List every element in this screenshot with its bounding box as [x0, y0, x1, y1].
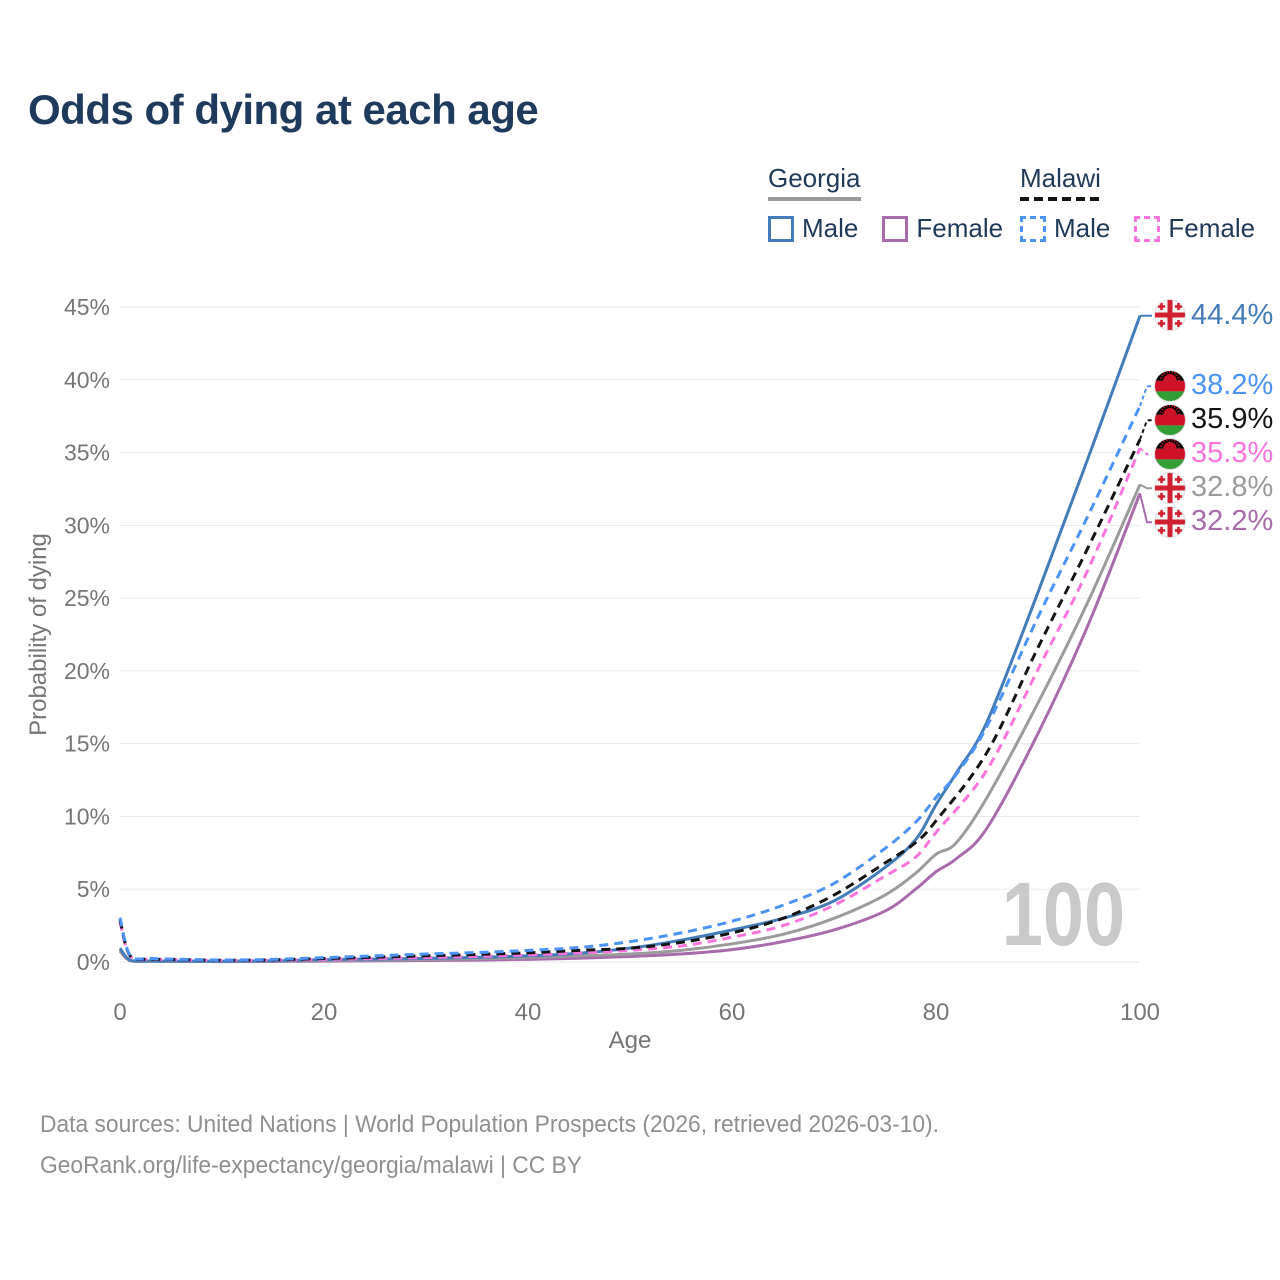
legend-country-label: Georgia	[768, 163, 861, 193]
series-end-value: 32.8%	[1191, 471, 1274, 504]
label-connector	[1139, 483, 1152, 490]
legend-item-label: Male	[1054, 213, 1111, 243]
plot-area[interactable]	[120, 267, 1140, 962]
y-tick-label: 20%	[64, 658, 110, 684]
legend-item-georgia-male[interactable]: Male	[768, 213, 858, 244]
line-malawi-overall	[118, 438, 1142, 962]
footer-data-sources: Data sources: United Nations | World Pop…	[40, 1111, 939, 1138]
end-label-malawi-female: 35.3%	[1154, 437, 1273, 470]
georgia-flag-icon	[1154, 505, 1186, 538]
legend-group-malawi: Malawi Male Female	[1020, 163, 1255, 244]
legend-country-label: Malawi	[1020, 163, 1101, 193]
footer: Data sources: United Nations | World Pop…	[40, 1104, 939, 1187]
legend-item-malawi-male[interactable]: Male	[1020, 213, 1110, 244]
y-tick-label: 30%	[64, 512, 110, 538]
y-tick-label: 40%	[64, 367, 110, 393]
malawi-flag-icon	[1154, 403, 1186, 436]
line-malawi-female	[118, 447, 1142, 962]
end-label-georgia-female: 32.2%	[1154, 505, 1273, 538]
end-label-malawi-overall: 35.9%	[1154, 403, 1273, 436]
legend-item-georgia-female[interactable]: Female	[882, 213, 1003, 244]
legend-country-malawi: Malawi	[1020, 163, 1101, 201]
y-tick-label: 15%	[64, 731, 110, 757]
y-tick-label: 45%	[64, 294, 110, 320]
malawi-flag-icon	[1154, 437, 1186, 470]
label-connector	[1139, 385, 1152, 407]
malawi-flag-icon	[1154, 369, 1186, 402]
x-tick-label: 40	[515, 999, 542, 1026]
y-tick-label: 35%	[64, 440, 110, 466]
x-tick-label: 60	[719, 999, 746, 1026]
legend-swatch-malawi-female	[1134, 215, 1161, 242]
series-end-value: 44.4%	[1191, 298, 1274, 331]
page-title: Odds of dying at each age	[28, 86, 539, 133]
legend-group-georgia: Georgia Male Female	[768, 163, 1003, 244]
hover-age-watermark: 100	[1001, 865, 1125, 965]
legend-country-georgia: Georgia	[768, 163, 861, 201]
end-label-georgia-male: 44.4%	[1154, 299, 1273, 332]
line-malawi-male	[118, 405, 1142, 962]
label-connector	[1139, 493, 1152, 524]
legend-country-linestyle	[768, 197, 861, 201]
series-end-value: 35.3%	[1191, 437, 1274, 470]
legend-swatch-georgia-female	[882, 215, 909, 242]
y-axis-title: Probability of dying	[25, 533, 52, 736]
y-tick-label: 5%	[77, 876, 110, 902]
x-tick-label: 80	[923, 999, 950, 1026]
legend-country-linestyle	[1020, 197, 1101, 201]
legend-item-label: Female	[1168, 213, 1256, 243]
series-end-value: 38.2%	[1191, 369, 1274, 402]
georgia-flag-icon	[1154, 299, 1186, 332]
x-tick-label: 20	[311, 999, 338, 1026]
legend-swatch-georgia-male	[768, 215, 794, 242]
y-tick-label: 25%	[64, 585, 110, 611]
x-tick-label: 100	[1120, 999, 1160, 1026]
legend-item-label: Female	[916, 213, 1004, 243]
label-connector	[1139, 447, 1152, 456]
x-tick-label: 0	[113, 999, 126, 1026]
legend-swatch-malawi-male	[1020, 215, 1046, 242]
y-tick-label: 0%	[77, 949, 110, 975]
series-end-value: 32.2%	[1191, 505, 1274, 538]
end-label-georgia-overall: 32.8%	[1154, 471, 1273, 504]
legend-item-label: Male	[802, 213, 859, 243]
end-label-malawi-male: 38.2%	[1154, 369, 1273, 402]
x-axis-title: Age	[609, 1027, 652, 1054]
y-tick-label: 10%	[64, 803, 110, 829]
footer-attribution: GeoRank.org/life-expectancy/georgia/mala…	[40, 1152, 582, 1180]
legend-item-malawi-female[interactable]: Female	[1134, 213, 1255, 244]
georgia-flag-icon	[1154, 471, 1186, 504]
series-end-value: 35.9%	[1191, 403, 1274, 436]
label-connector	[1139, 419, 1152, 440]
